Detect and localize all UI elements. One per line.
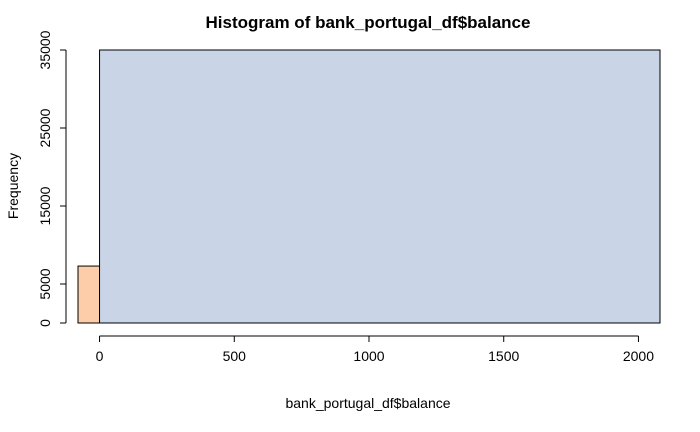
y-axis-label: Frequency <box>5 153 21 219</box>
x-tick-label: 1000 <box>353 348 384 364</box>
y-tick-label: 35000 <box>37 30 53 69</box>
x-tick-label: 1500 <box>488 348 519 364</box>
y-axis: 0 5000 15000 25000 35000 <box>37 30 67 327</box>
x-axis-label: bank_portugal_df$balance <box>285 395 450 411</box>
x-tick-label: 500 <box>223 348 247 364</box>
x-tick-label: 0 <box>96 348 104 364</box>
histogram-bar-0 <box>77 265 101 324</box>
y-tick-label: 0 <box>37 319 53 327</box>
x-axis: 0 500 1000 1500 2000 <box>96 335 654 364</box>
x-tick-label: 2000 <box>623 348 654 364</box>
histogram-bar-1 <box>99 49 661 324</box>
chart-title: Histogram of bank_portugal_df$balance <box>206 13 531 32</box>
y-tick-label: 15000 <box>37 186 53 225</box>
y-tick-label: 5000 <box>37 268 53 299</box>
bars-layer <box>77 49 661 324</box>
y-tick-label: 25000 <box>37 108 53 147</box>
